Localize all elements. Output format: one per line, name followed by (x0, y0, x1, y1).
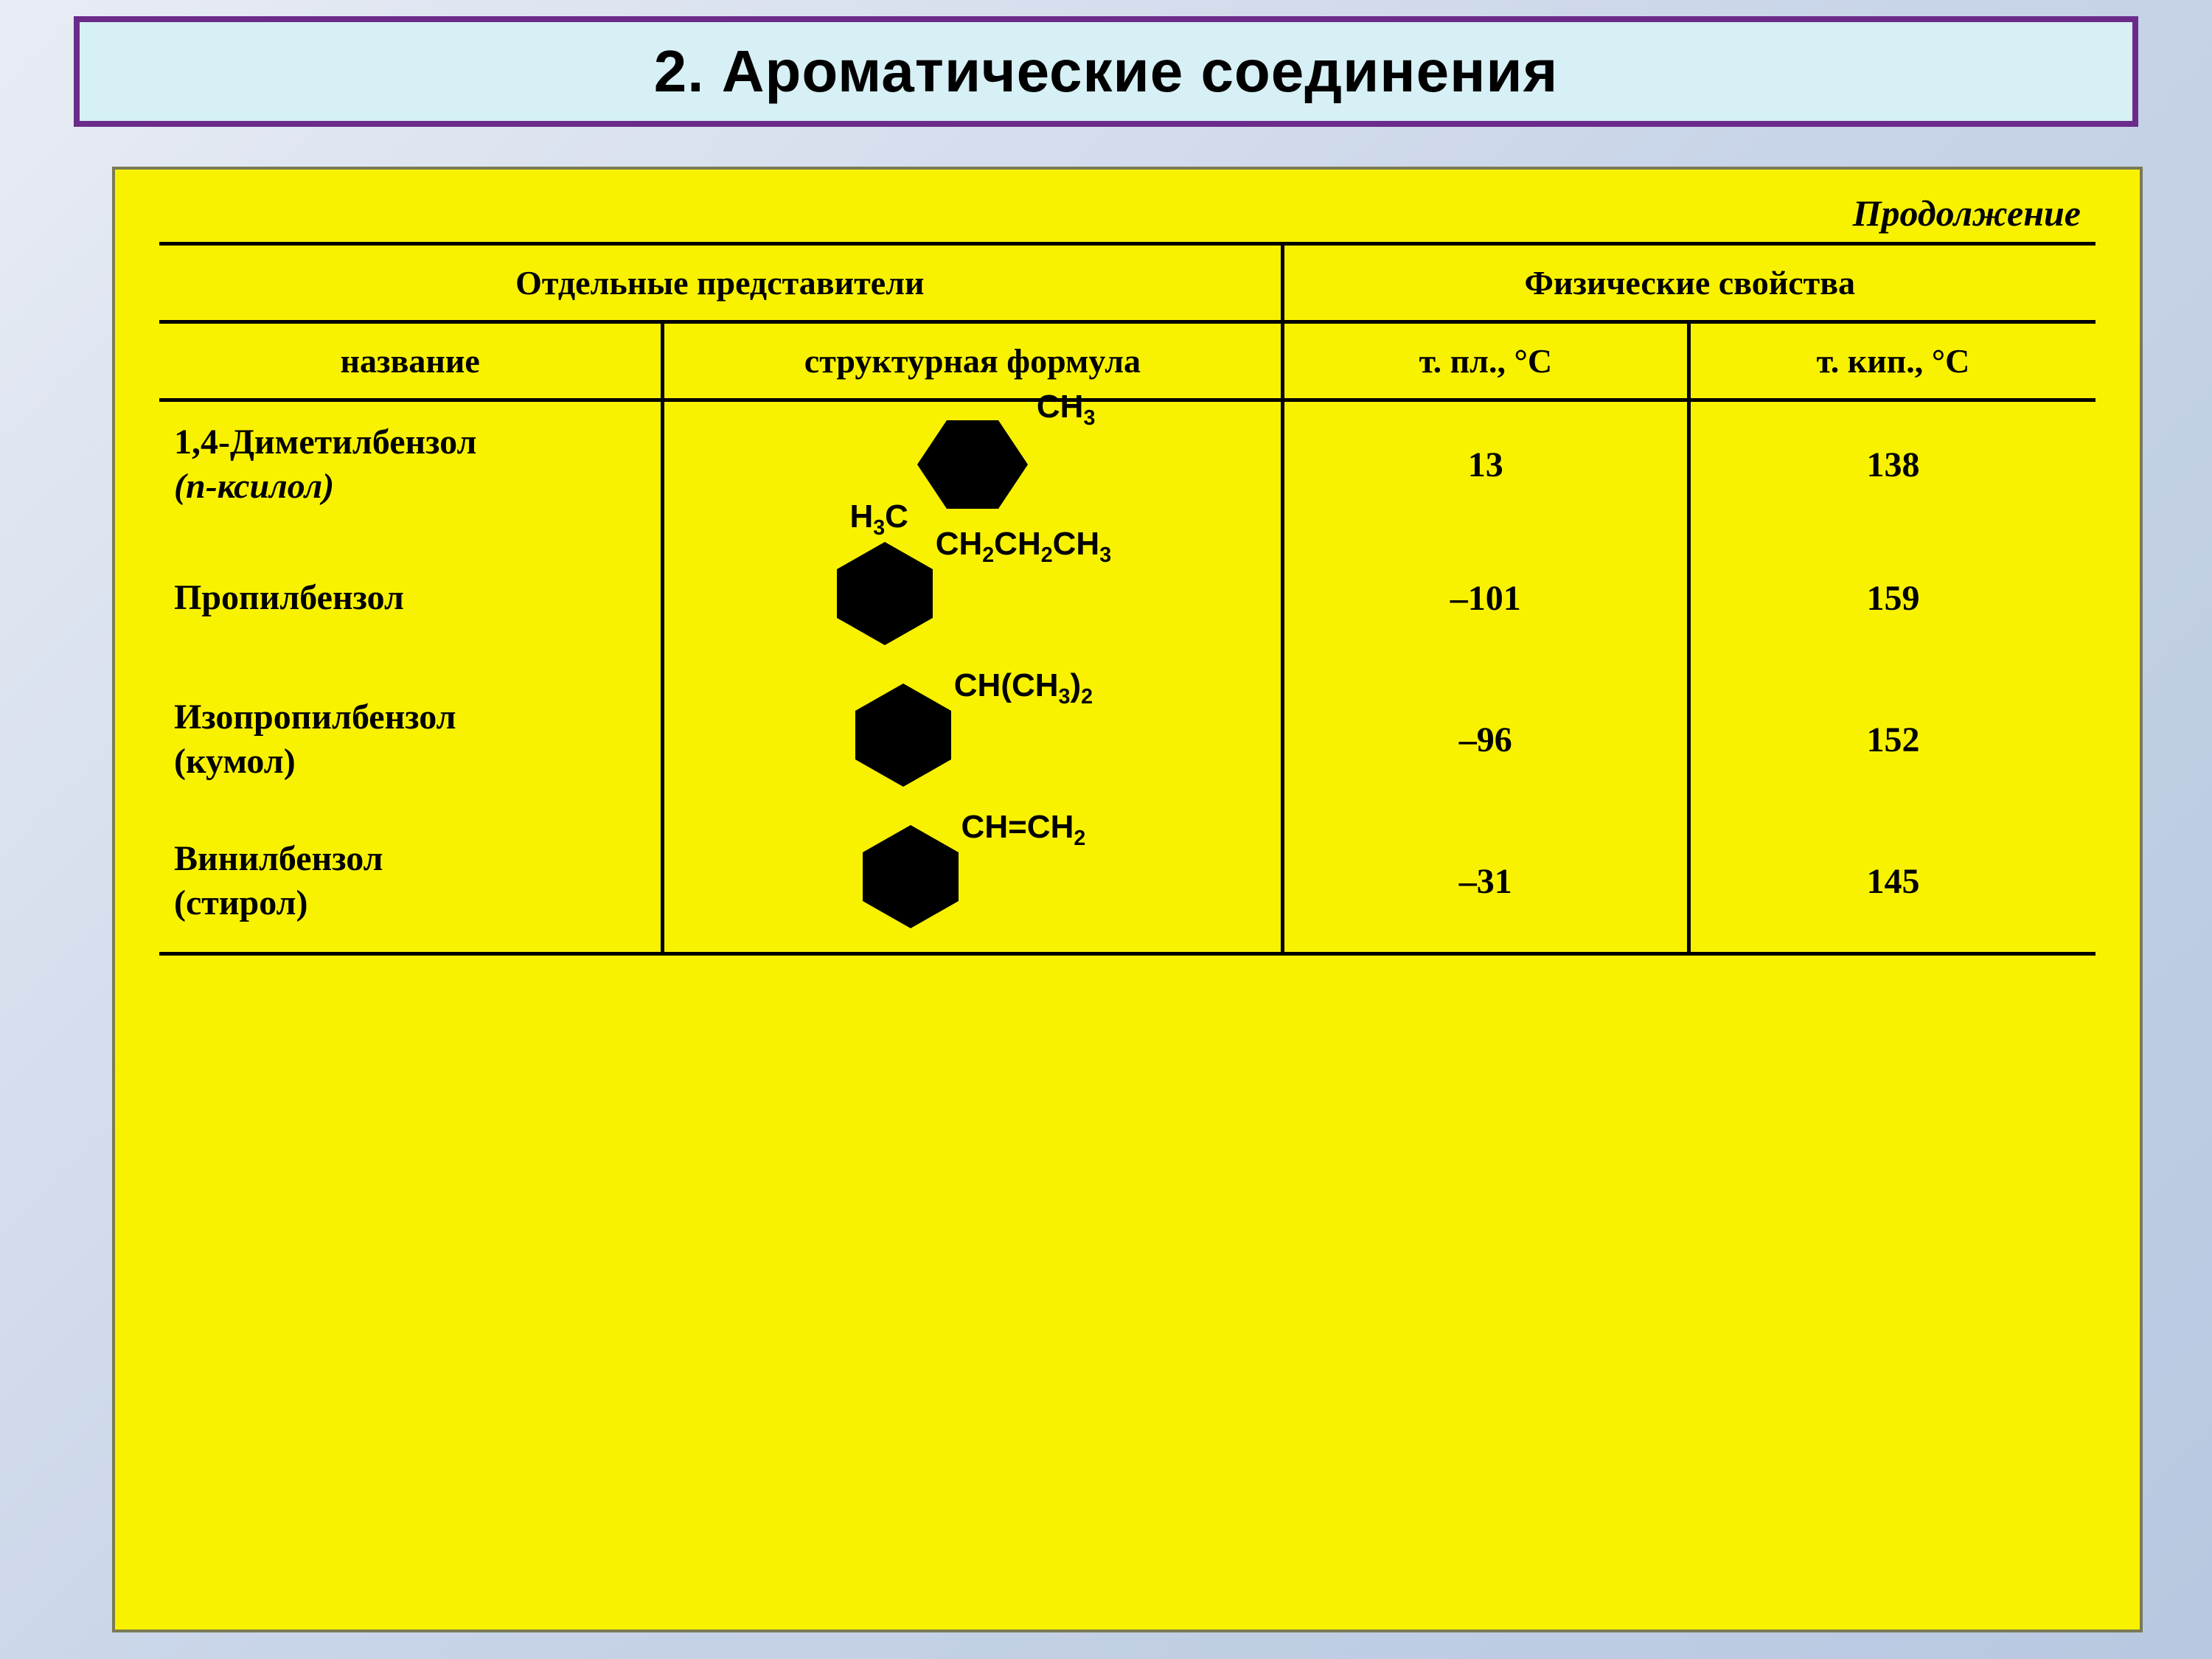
table-row: Изопропилбензол(кумол) CH(CH3)2 –96152 (159, 669, 2096, 810)
structural-formula: CH(CH3)2 (663, 669, 1282, 810)
boiling-point: 145 (1689, 810, 2096, 954)
structural-formula: CH=CH2 (663, 810, 1282, 954)
compounds-table: Отдельные представители Физические свойс… (159, 242, 2096, 956)
benzene-ring-icon (830, 535, 940, 653)
compound-name: 1,4-Диметилбензол(n-ксилол) (159, 400, 663, 528)
header-group-properties: Физические свойства (1282, 244, 2096, 322)
compound-name: Винилбензол(стирол) (159, 810, 663, 954)
header-structure: структурная формула (663, 322, 1282, 400)
header-name: название (159, 322, 663, 400)
structural-formula: CH2CH2CH3 (663, 527, 1282, 669)
header-bp: т. кип., °С (1689, 322, 2096, 400)
benzene-ring-icon (848, 676, 959, 794)
substituent-right: CH(CH3)2 (954, 667, 1093, 709)
melting-point: –101 (1282, 527, 1688, 669)
melting-point: –31 (1282, 810, 1688, 954)
melting-point: 13 (1282, 400, 1688, 528)
table-row: Винилбензол(стирол) CH=CH2 –31145 (159, 810, 2096, 954)
substituent-right: CH=CH2 (961, 809, 1086, 851)
structural-formula: H3CCH3 (663, 400, 1282, 528)
compound-name: Пропилбензол (159, 527, 663, 669)
table-panel: Продолжение Отдельные представители Физи… (112, 167, 2143, 1632)
page-title: 2. Ароматические соединения (654, 38, 1559, 105)
substituent-left: H3C (849, 498, 908, 540)
boiling-point: 159 (1689, 527, 2096, 669)
table-row: 1,4-Диметилбензол(n-ксилол)H3CCH313138 (159, 400, 2096, 528)
substituent-right: CH2CH2CH3 (936, 526, 1111, 568)
continuation-label: Продолжение (159, 192, 2081, 234)
compound-name: Изопропилбензол(кумол) (159, 669, 663, 810)
benzene-ring-icon (855, 818, 966, 936)
title-banner: 2. Ароматические соединения (74, 16, 2138, 127)
substituent-right: CH3 (1037, 389, 1095, 431)
table-row: Пропилбензол CH2CH2CH3 –101159 (159, 527, 2096, 669)
benzene-ring-icon (902, 409, 1043, 520)
melting-point: –96 (1282, 669, 1688, 810)
boiling-point: 152 (1689, 669, 2096, 810)
header-mp: т. пл., °С (1282, 322, 1688, 400)
boiling-point: 138 (1689, 400, 2096, 528)
header-group-representatives: Отдельные представители (159, 244, 1282, 322)
